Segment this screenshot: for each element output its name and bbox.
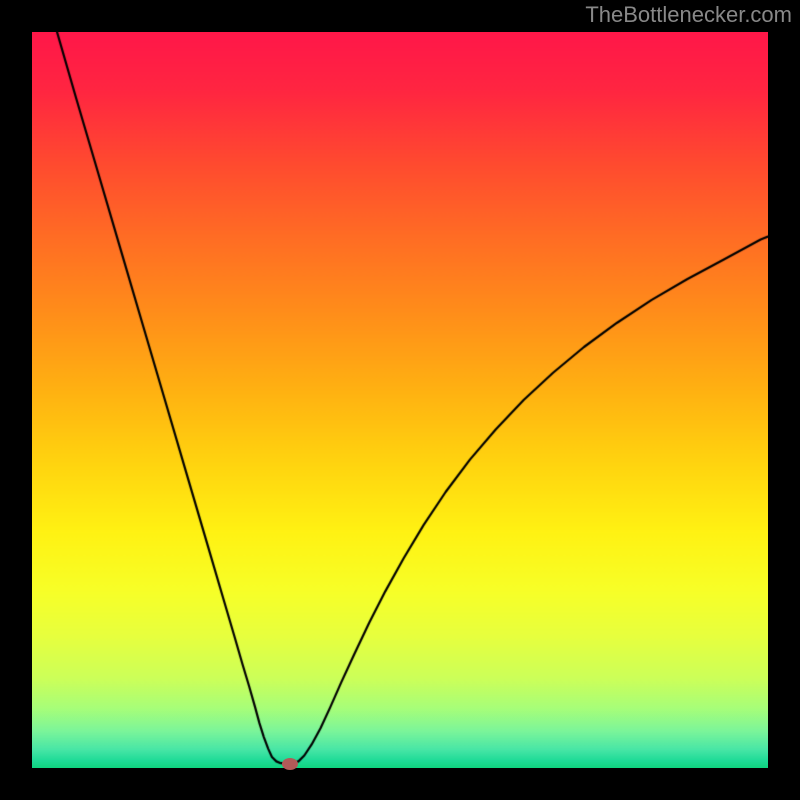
chart-canvas [32, 32, 768, 768]
chart-plot-area [32, 32, 768, 768]
curve-minimum-marker [282, 758, 298, 770]
site-watermark: TheBottlenecker.com [585, 2, 792, 28]
